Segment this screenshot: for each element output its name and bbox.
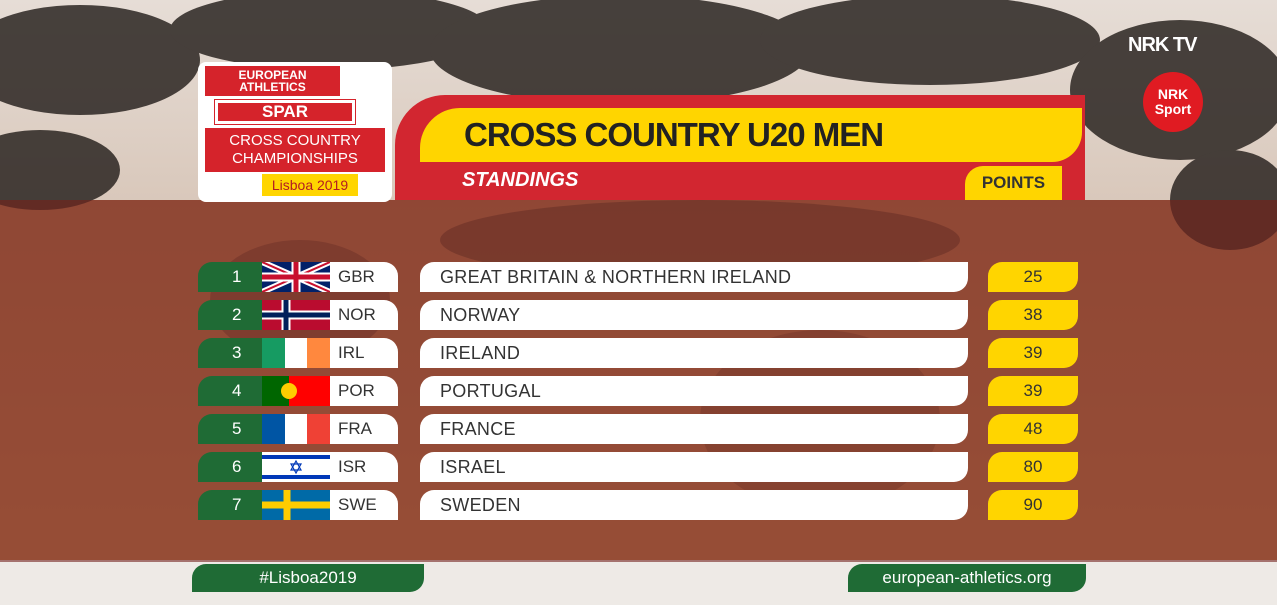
channel-badge: NRK Sport — [1143, 72, 1203, 132]
flag — [262, 376, 330, 406]
rank: 1 — [198, 262, 266, 292]
hashtag: #Lisboa2019 — [192, 564, 424, 592]
rank: 2 — [198, 300, 266, 330]
event-edition: Lisboa 2019 — [262, 174, 358, 196]
country-name: FRANCE — [420, 414, 968, 444]
flag — [262, 452, 330, 482]
website: european-athletics.org — [848, 564, 1086, 592]
organizer: EUROPEAN ATHLETICS — [205, 66, 340, 96]
points: 90 — [988, 490, 1078, 520]
sponsor: SPAR — [214, 99, 356, 125]
rank: 7 — [198, 490, 266, 520]
flag — [262, 300, 330, 330]
points: 48 — [988, 414, 1078, 444]
rank: 5 — [198, 414, 266, 444]
header-subtitle: STANDINGS — [462, 168, 579, 191]
country-name: NORWAY — [420, 300, 968, 330]
rank: 4 — [198, 376, 266, 406]
country-code: NOR — [330, 300, 398, 330]
points: 80 — [988, 452, 1078, 482]
channel-name: NRK — [1157, 86, 1189, 102]
country-name: GREAT BRITAIN & NORTHERN IRELAND — [420, 262, 968, 292]
country-name: PORTUGAL — [420, 376, 968, 406]
country-name: ISRAEL — [420, 452, 968, 482]
points: 38 — [988, 300, 1078, 330]
country-code: GBR — [330, 262, 398, 292]
points: 25 — [988, 262, 1078, 292]
country-name: SWEDEN — [420, 490, 968, 520]
country-code: SWE — [330, 490, 398, 520]
flag — [262, 414, 330, 444]
flag — [262, 338, 330, 368]
country-code: IRL — [330, 338, 398, 368]
flag — [262, 490, 330, 520]
country-name: IRELAND — [420, 338, 968, 368]
points: 39 — [988, 338, 1078, 368]
broadcaster-logo: NRK TV — [1128, 33, 1197, 56]
points-label: POINTS — [965, 166, 1062, 200]
country-code: ISR — [330, 452, 398, 482]
country-code: FRA — [330, 414, 398, 444]
rank: 3 — [198, 338, 266, 368]
channel-sub: Sport — [1154, 101, 1192, 117]
rank: 6 — [198, 452, 266, 482]
flag — [262, 262, 330, 292]
event-name: CROSS COUNTRY CHAMPIONSHIPS — [205, 128, 385, 172]
points: 39 — [988, 376, 1078, 406]
header-title: CROSS COUNTRY U20 MEN — [420, 108, 1082, 162]
country-code: POR — [330, 376, 398, 406]
